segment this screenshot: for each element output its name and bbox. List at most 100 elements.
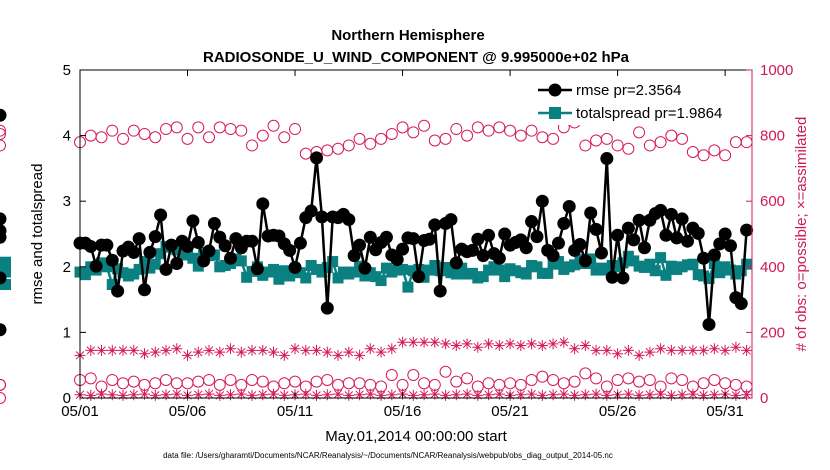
obs-possible-marker (547, 132, 560, 145)
obs-possible-marker (461, 129, 474, 142)
obs-possible-marker (611, 373, 624, 386)
obs-possible-marker (665, 372, 678, 385)
rmse-point (0, 224, 7, 238)
obs-assimilated-marker (149, 346, 161, 358)
rmse-point (390, 253, 404, 267)
totalspread-point (0, 263, 11, 275)
obs-possible-marker (267, 119, 280, 132)
obs-assimilated-marker (354, 389, 366, 401)
obs-assimilated-marker (429, 336, 441, 348)
obs-possible-marker (84, 372, 97, 385)
rmse-point (396, 242, 410, 256)
obs-assimilated-marker (493, 388, 505, 400)
obs-possible-marker (407, 369, 420, 382)
y-right-tick-label: 0 (760, 390, 768, 407)
obs-assimilated-marker (515, 389, 527, 401)
rmse-point (186, 214, 200, 228)
obs-possible-marker (149, 131, 162, 144)
obs-possible-marker (482, 124, 495, 137)
rmse-series-group (0, 108, 754, 337)
obs-assimilated-marker (128, 344, 140, 356)
obs-assimilated-marker (698, 389, 710, 401)
rmse-point (202, 244, 216, 258)
obs-assimilated-marker (504, 338, 516, 350)
obs-possible-marker (525, 373, 538, 386)
obs-assimilated-marker (171, 343, 183, 355)
obs-assimilated-marker (343, 346, 355, 358)
totalspread-point (741, 258, 753, 270)
obs-possible-marker (547, 373, 560, 386)
obs-assimilated-marker (225, 343, 236, 355)
x-tick-label: 05/16 (384, 403, 422, 420)
totalspread-point (542, 267, 554, 279)
obs-assimilated-marker (85, 344, 97, 356)
obs-possible-marker (246, 373, 259, 386)
rmse-point (353, 238, 367, 252)
obs-assimilated-marker (450, 340, 462, 351)
obs-possible-marker (224, 123, 237, 136)
obs-possible-marker (676, 132, 689, 145)
y-right-tick-label: 600 (760, 193, 785, 210)
totalspread-point (531, 261, 543, 273)
obs-assimilated-marker (332, 388, 344, 400)
totalspread-point (450, 268, 462, 280)
chart-title: Northern Hemisphere (331, 27, 484, 44)
totalspread-point (477, 271, 489, 283)
rmse-point (551, 236, 565, 250)
obs-assimilated-marker (558, 388, 570, 400)
rmse-point (449, 256, 463, 270)
rmse-point (358, 261, 372, 275)
totalspread-point (402, 281, 414, 293)
obs-assimilated-marker (160, 344, 172, 356)
obs-assimilated-marker (719, 344, 731, 356)
rmse-point (127, 245, 141, 259)
rmse-point (422, 232, 436, 246)
obs-assimilated-marker (601, 344, 613, 356)
obs-assimilated-marker (117, 389, 129, 401)
legend-box (534, 77, 748, 125)
totalspread-point (192, 260, 204, 272)
obs-assimilated-marker (472, 389, 484, 401)
rmse-point (379, 230, 393, 244)
obs-possible-marker (676, 373, 689, 386)
obs-assimilated-marker (440, 389, 452, 401)
obs-assimilated-marker (536, 389, 548, 401)
obs-assimilated-marker (192, 346, 204, 358)
rmse-point (154, 208, 168, 222)
obs-assimilated-marker (644, 346, 656, 358)
rmse-point (492, 251, 506, 265)
totalspread-point (375, 275, 387, 287)
legend-spread-marker (549, 107, 561, 119)
obs-assimilated-marker (526, 338, 538, 350)
rmse-point (148, 230, 162, 244)
obs-assimilated-marker (106, 389, 118, 401)
obs-assimilated-marker (139, 388, 150, 400)
rmse-point (600, 152, 614, 166)
obs-possible-marker (332, 142, 345, 155)
rmse-point (0, 323, 7, 337)
obs-assimilated-marker (730, 389, 742, 401)
obs-possible-marker (482, 377, 495, 390)
rmse-point (616, 271, 630, 285)
obs-assimilated-marker (235, 388, 247, 400)
obs-possible-marker (708, 144, 721, 157)
obs-possible-marker (278, 377, 291, 390)
obs-assimilated-marker (311, 389, 322, 401)
obs-assimilated-marker (311, 344, 322, 356)
totalspread-point (649, 265, 661, 277)
rmse-point (159, 262, 173, 276)
rmse-point (654, 203, 668, 217)
obs-assimilated-marker (612, 348, 624, 360)
obs-possible-marker (192, 121, 205, 134)
rmse-point (530, 230, 544, 244)
obs-possible-marker (321, 144, 334, 157)
obs-possible-marker (590, 372, 603, 385)
totalspread-point (327, 256, 339, 268)
obs-possible-marker (504, 124, 517, 137)
rmse-point (519, 241, 533, 255)
rmse-point (637, 241, 651, 255)
obs-assimilated-marker (203, 344, 215, 356)
totalspread-point (321, 261, 333, 273)
totalspread-point (456, 262, 468, 274)
